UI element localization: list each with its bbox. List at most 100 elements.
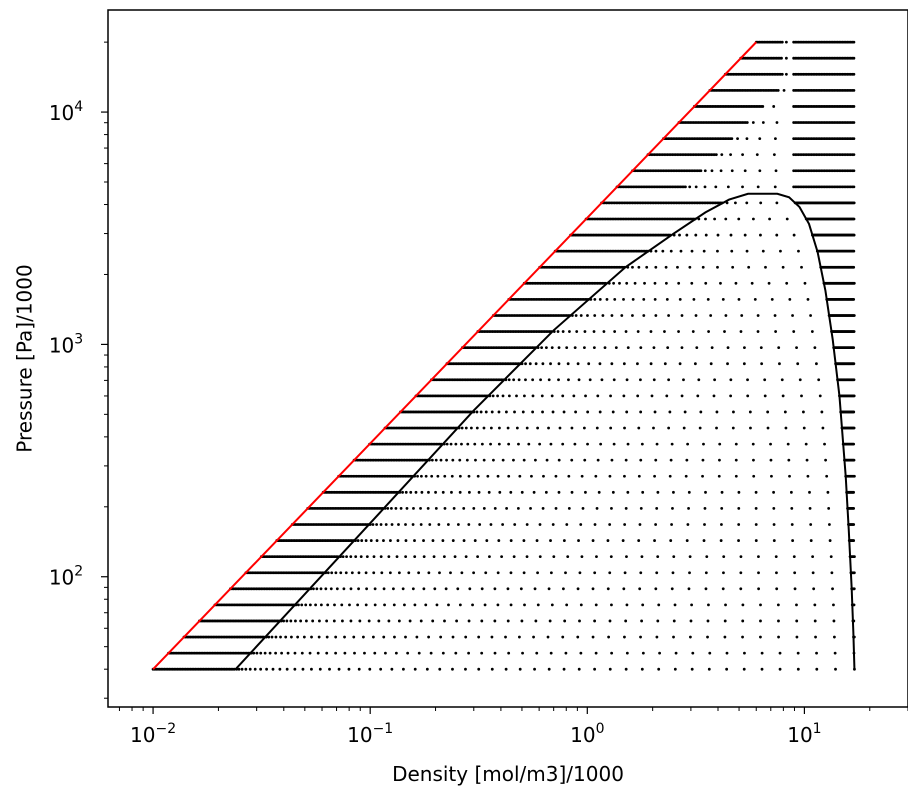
data-point	[577, 378, 581, 382]
data-point	[701, 458, 705, 462]
data-point	[513, 523, 517, 526]
plot-area	[151, 40, 856, 671]
data-point	[672, 635, 675, 639]
data-point	[737, 507, 741, 510]
data-point	[441, 539, 445, 542]
data-point	[414, 490, 418, 494]
data-point	[758, 169, 762, 173]
data-point	[811, 571, 815, 575]
data-point	[357, 667, 361, 671]
data-point	[316, 651, 320, 655]
data-point	[790, 507, 794, 510]
data-point	[734, 474, 738, 478]
data-point	[497, 410, 501, 414]
data-point	[501, 394, 505, 398]
data-point	[506, 619, 510, 623]
data-point	[450, 490, 453, 494]
data-point	[489, 523, 493, 526]
data-point	[608, 523, 612, 526]
data-point	[490, 410, 494, 414]
data-point	[364, 539, 368, 542]
data-point	[789, 490, 793, 494]
data-point	[826, 490, 830, 494]
data-point	[677, 330, 680, 333]
data-point	[638, 523, 642, 526]
data-point	[768, 217, 771, 221]
data-point	[680, 314, 684, 317]
data-point	[817, 378, 821, 382]
x-axis-label: Density [mol/m3]/1000	[392, 762, 624, 786]
data-point	[413, 555, 417, 559]
data-point	[278, 667, 282, 671]
data-point	[319, 603, 323, 607]
data-point	[720, 490, 724, 494]
data-point	[493, 507, 497, 510]
data-point	[852, 169, 856, 173]
data-point	[703, 523, 706, 526]
data-point	[696, 394, 700, 398]
data-point	[576, 362, 580, 366]
data-point	[655, 571, 659, 575]
data-point	[684, 474, 688, 478]
data-point	[823, 442, 826, 446]
data-point	[561, 442, 565, 446]
data-point	[631, 297, 635, 301]
data-point	[263, 651, 267, 655]
data-point	[752, 474, 756, 478]
data-point	[739, 571, 743, 575]
data-point	[698, 426, 702, 430]
data-point	[751, 121, 755, 124]
data-point	[692, 297, 696, 301]
axes: 10−2 10−1 100 101 102 103 104	[49, 9, 908, 747]
data-point	[425, 667, 429, 671]
data-point	[688, 555, 692, 559]
data-point	[743, 233, 747, 237]
data-point	[724, 217, 728, 221]
data-point	[547, 667, 551, 671]
data-point	[793, 571, 797, 575]
data-point	[658, 651, 661, 655]
data-point	[293, 667, 297, 671]
data-point	[530, 474, 533, 478]
data-point	[741, 185, 744, 189]
data-point	[654, 249, 658, 253]
data-point	[533, 587, 537, 591]
data-point	[244, 667, 248, 671]
data-point	[409, 490, 413, 494]
data-point	[318, 619, 321, 623]
data-point	[852, 233, 856, 237]
data-point	[456, 587, 460, 591]
data-point	[720, 507, 724, 510]
data-point	[608, 619, 612, 623]
data-point	[827, 507, 831, 510]
data-point	[852, 426, 856, 430]
data-point	[561, 394, 565, 398]
data-point	[493, 651, 497, 655]
data-point	[397, 523, 400, 526]
data-point	[567, 378, 570, 382]
data-point	[723, 635, 727, 639]
data-point	[689, 635, 692, 639]
data-point	[642, 314, 646, 317]
data-point	[669, 249, 673, 253]
data-point	[379, 555, 383, 559]
data-point	[751, 442, 755, 446]
data-point	[725, 667, 729, 671]
data-point	[639, 410, 643, 414]
data-point	[365, 587, 369, 591]
data-point	[705, 555, 709, 559]
data-point	[795, 603, 798, 607]
data-point	[852, 442, 856, 446]
data-point	[802, 410, 805, 414]
data-point	[451, 458, 455, 462]
data-point	[667, 314, 670, 317]
data-point	[810, 330, 814, 333]
data-point	[297, 603, 300, 607]
data-point	[774, 137, 777, 141]
data-point	[554, 507, 558, 510]
data-point	[324, 587, 328, 591]
data-point	[280, 651, 283, 655]
data-point	[472, 571, 476, 575]
data-point	[575, 330, 579, 333]
